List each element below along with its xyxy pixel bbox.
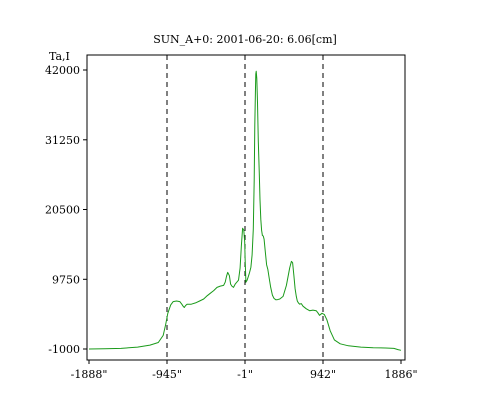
series-line: [88, 70, 402, 351]
x-tick-label: -1": [237, 368, 253, 381]
x-axis-ticks: -1888" -945" -1" 942" 1886": [71, 360, 418, 381]
y-tick-label: 9750: [52, 273, 80, 286]
data-series: [88, 70, 402, 351]
x-tick-label: -945": [152, 368, 182, 381]
x-tick-label: 942": [310, 368, 336, 381]
y-axis-label: Ta,I: [49, 50, 70, 63]
dashed-lines: [166, 55, 324, 360]
x-tick-label: 1886": [384, 368, 417, 381]
x-tick-label: -1888": [71, 368, 108, 381]
y-axis-ticks: 42000 31250 20500 9750 -1000: [45, 64, 87, 356]
y-tick-label: 31250: [45, 134, 80, 147]
plot-frame: [86, 54, 406, 361]
chart-title: SUN_A+0: 2001-06-20: 6.06[cm]: [153, 33, 337, 46]
y-tick-label: 42000: [45, 64, 80, 77]
y-tick-label: -1000: [48, 343, 80, 356]
y-tick-label: 20500: [45, 204, 80, 217]
